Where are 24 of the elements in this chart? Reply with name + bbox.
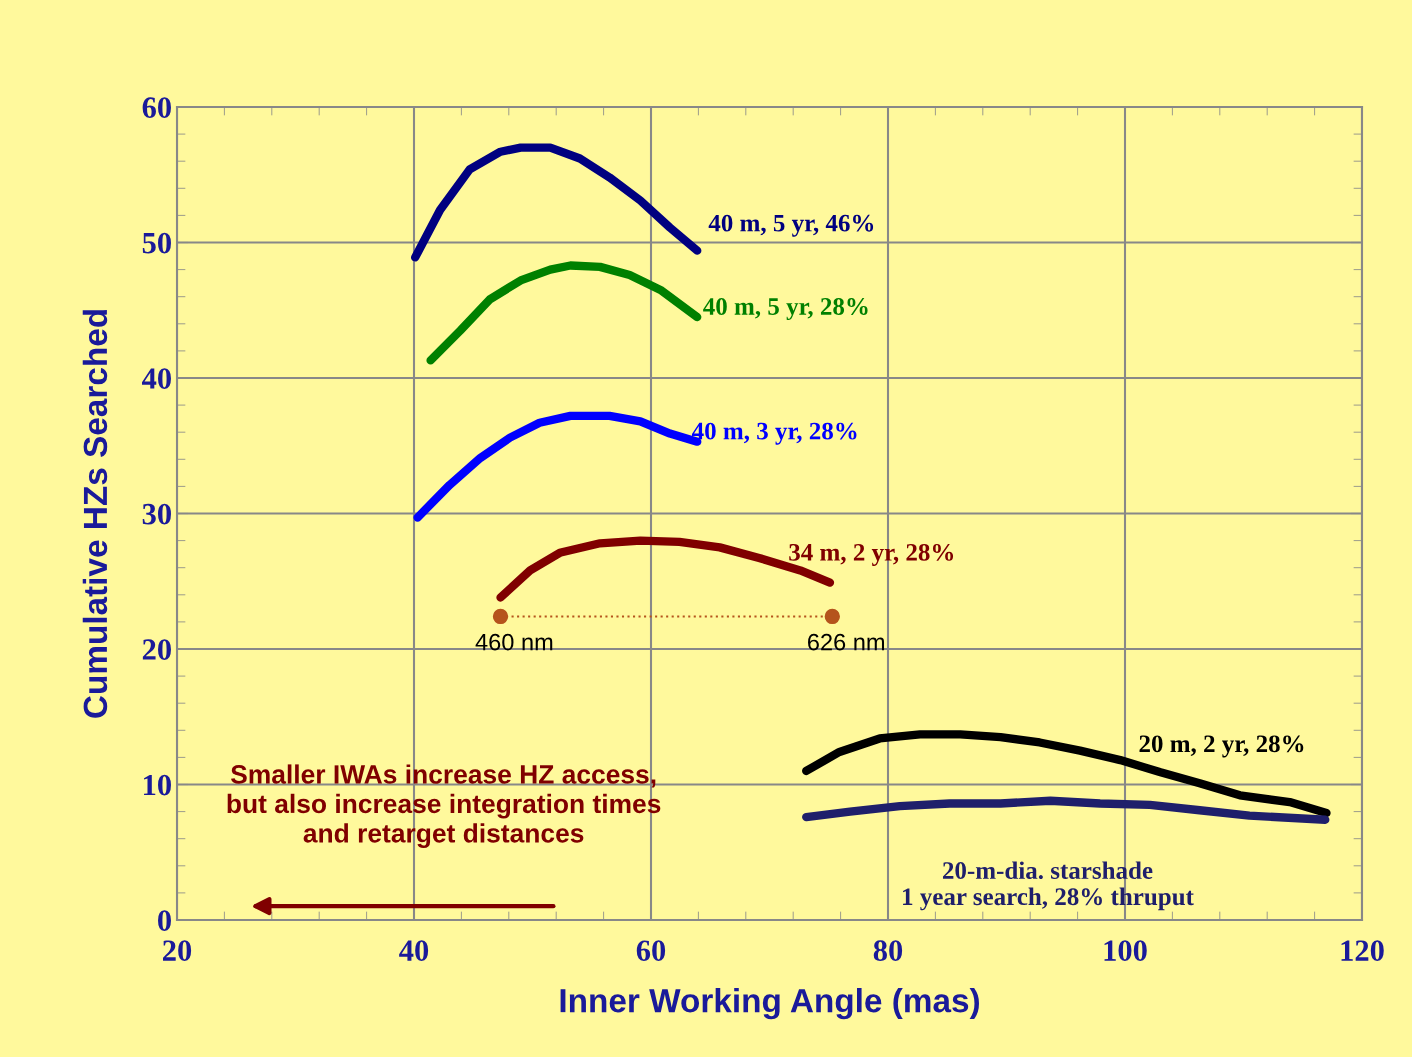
x-tick-label: 60 [636,940,666,961]
annotation: Smaller IWAs increase HZ access, but also increase integration times and retarget distances [227,764,661,848]
x-tick-label: 40 [399,940,429,961]
x-tick-label: 80 [873,940,903,961]
x-tick-label: 20 [163,940,192,961]
y-tick-label: 0 [158,910,171,931]
y-tick-label: 50 [142,232,171,254]
series-label: 20 m, 2 yr, 28% [1139,735,1304,758]
y-axis-title: Cumulative HZs Searched [82,310,108,718]
annotation: 626 nm [808,633,885,651]
series-label: 40 m, 5 yr, 46% [708,214,874,237]
y-tick-label: 10 [144,774,171,796]
series-label: 40 m, 3 yr, 28% [692,422,857,445]
series-label: 34 m, 2 yr, 28% [789,543,954,566]
text: 20-m-dia. starshade 1 year search, 28% thruput [903,861,1194,911]
x-tick-label: 120 [1341,940,1384,961]
y-tick-label: 30 [142,503,171,525]
y-tick-label: 60 [142,97,171,118]
series-label: 40 m, 5 yr, 28% [703,298,868,321]
x-axis-title: Inner Working Angle (mas) [560,987,979,1020]
annotation: 460 nm [475,633,553,651]
y-tick-label: 40 [142,368,171,389]
x-tick-label: 100 [1104,940,1147,961]
y-tick-label: 20 [142,639,171,660]
